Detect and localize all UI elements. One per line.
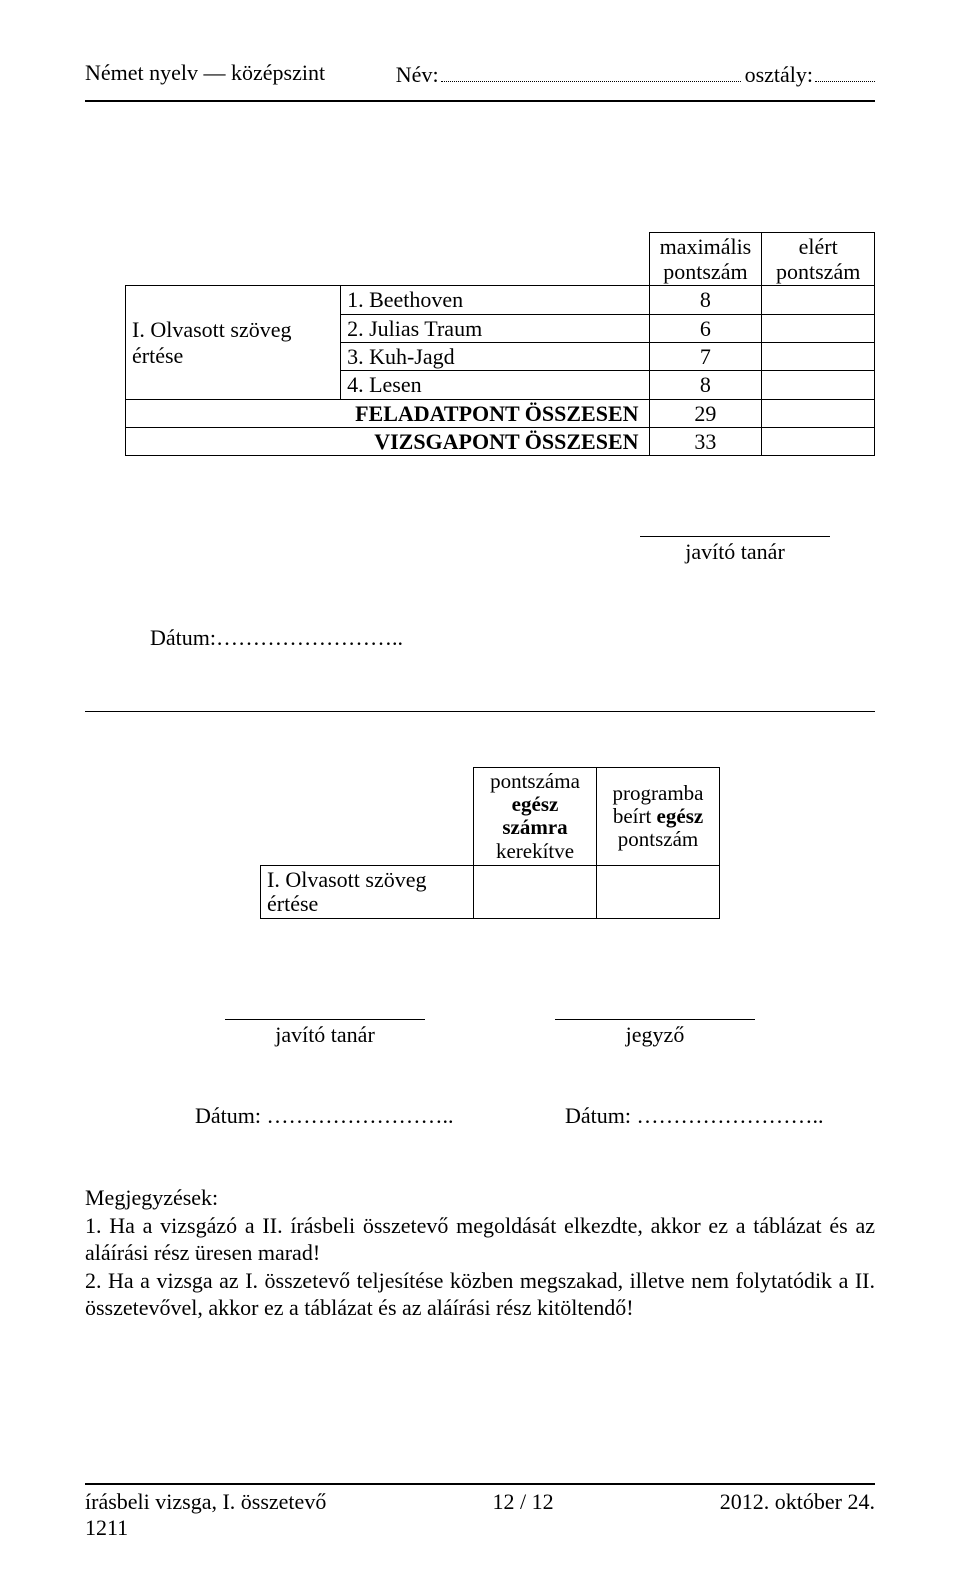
date-label: Dátum: [150, 625, 216, 650]
feladat-sum-achieved[interactable] [762, 399, 875, 427]
date-leader-2a[interactable]: …………………….. [261, 1103, 454, 1128]
task-row-label: 1. Beethoven [341, 286, 649, 314]
notes: Megjegyzések: 1. Ha a vizsgázó a II. írá… [85, 1184, 875, 1322]
sign-registrar: jegyző [555, 1019, 755, 1048]
rounding-table: pontszámaegészszámrakerekítve programbab… [260, 767, 720, 919]
subject-level: Német nyelv — középszint [85, 60, 325, 88]
header-rule [85, 100, 875, 102]
name-blank[interactable] [441, 60, 741, 82]
task-row-max: 8 [649, 286, 762, 314]
sign-teacher: javító tanár [640, 536, 830, 565]
vizsga-sum-label: VIZSGAPONT ÖSSZESEN [126, 427, 650, 455]
feladat-sum-label: FELADATPONT ÖSSZESEN [126, 399, 650, 427]
sign-block-teacher: javító tanár [85, 536, 830, 565]
task-row-label: 4. Lesen [341, 371, 649, 399]
task-row-achieved[interactable] [762, 343, 875, 371]
sign-teacher-2: javító tanár [225, 1019, 425, 1048]
date-label-2b: Dátum: [565, 1103, 631, 1128]
name-label: Név: [396, 62, 439, 88]
page-footer: írásbeli vizsga, I. összetevő 12 / 12 20… [85, 1483, 875, 1541]
class-blank[interactable] [815, 60, 875, 82]
name-class-fields: Név: osztály: [396, 60, 875, 88]
col-achieved-points: elért pontszám [762, 232, 875, 286]
task-row-label: 2. Julias Traum [341, 314, 649, 342]
notes-heading: Megjegyzések: [85, 1184, 875, 1212]
rounded-value[interactable] [474, 865, 597, 918]
feladat-sum-max: 29 [649, 399, 762, 427]
date-row: Dátum: …………………….. Dátum: …………………….. [195, 1103, 875, 1129]
date-line-1: Dátum: …………………….. [150, 625, 875, 651]
section-label: I. Olvasott szöveg értése [126, 286, 341, 399]
task-row-achieved[interactable] [762, 371, 875, 399]
task-row-max: 8 [649, 371, 762, 399]
hdr-program: programbabeírt egészpontszám [597, 768, 720, 865]
vizsga-sum-max: 33 [649, 427, 762, 455]
score-table: maximális pontszám elért pontszám I. Olv… [125, 232, 875, 456]
notes-line-1: 1. Ha a vizsgázó a II. írásbeli összetev… [85, 1212, 875, 1267]
class-label: osztály: [745, 62, 813, 88]
footer-left: írásbeli vizsga, I. összetevő [85, 1489, 326, 1515]
date-leader[interactable]: …………………….. [216, 625, 436, 651]
program-value[interactable] [597, 865, 720, 918]
notes-line-2: 2. Ha a vizsga az I. összetevő teljesíté… [85, 1267, 875, 1322]
task-row-achieved[interactable] [762, 314, 875, 342]
col-max-points: maximális pontszám [649, 232, 762, 286]
footer-center: 12 / 12 [492, 1489, 553, 1515]
date-leader-2b[interactable]: …………………….. [631, 1103, 824, 1128]
footer-left-line2: 1211 [85, 1515, 875, 1541]
task-row-max: 6 [649, 314, 762, 342]
task-row-label: 3. Kuh-Jagd [341, 343, 649, 371]
page-header: Német nyelv — középszint Név: osztály: [85, 60, 875, 100]
section-rule [85, 711, 875, 712]
footer-right: 2012. október 24. [720, 1489, 875, 1515]
vizsga-sum-achieved[interactable] [762, 427, 875, 455]
task-row-max: 7 [649, 343, 762, 371]
date-label-2a: Dátum: [195, 1103, 261, 1128]
hdr-rounded: pontszámaegészszámrakerekítve [474, 768, 597, 865]
sign-row: javító tanár jegyző [225, 1019, 875, 1048]
rounding-row-label: I. Olvasott szöveg értése [261, 865, 474, 918]
task-row-achieved[interactable] [762, 286, 875, 314]
